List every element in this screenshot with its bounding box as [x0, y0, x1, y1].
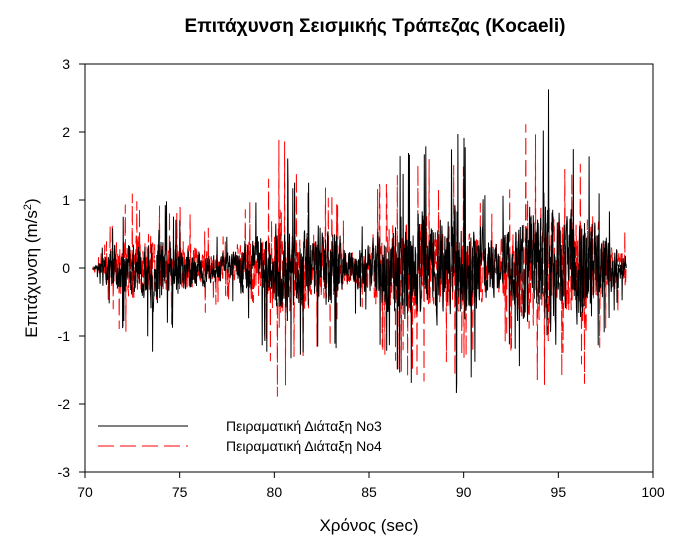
y-tick-label: 0: [62, 260, 70, 276]
x-tick-label: 100: [641, 484, 665, 500]
series-layer: [92, 89, 627, 397]
x-tick-label: 70: [77, 484, 93, 500]
y-tick-label: 2: [62, 124, 70, 140]
x-tick-label: 85: [361, 484, 377, 500]
y-axis-label: Επιτάχυνση (m/s2): [22, 198, 41, 337]
legend: Πειραματική Διάταξη Νο3 Πειραματική Διάτ…: [98, 418, 382, 454]
y-tick-label: -2: [58, 396, 71, 412]
legend-label-no4: Πειραματική Διάταξη Νο4: [226, 438, 382, 454]
x-tick-label: 75: [172, 484, 188, 500]
y-tick-label: 3: [62, 56, 70, 72]
y-axis: -3 -2 -1 0 1 2 3: [58, 56, 85, 480]
series-line-no3: [92, 89, 627, 394]
x-tick-label: 80: [267, 484, 283, 500]
y-tick-label: -3: [58, 464, 71, 480]
x-tick-label: 90: [456, 484, 472, 500]
x-tick-label: 95: [551, 484, 567, 500]
x-axis-label: Χρόνος (sec): [319, 516, 418, 535]
legend-label-no3: Πειραματική Διάταξη Νο3: [226, 418, 382, 434]
y-tick-label: -1: [58, 328, 71, 344]
y-tick-label: 1: [62, 192, 70, 208]
chart-title: Επιτάχυνση Σεισμικής Τράπεζας (Kocaeli): [185, 16, 566, 37]
x-axis: 70 75 80 85 90 95 100: [77, 472, 665, 500]
